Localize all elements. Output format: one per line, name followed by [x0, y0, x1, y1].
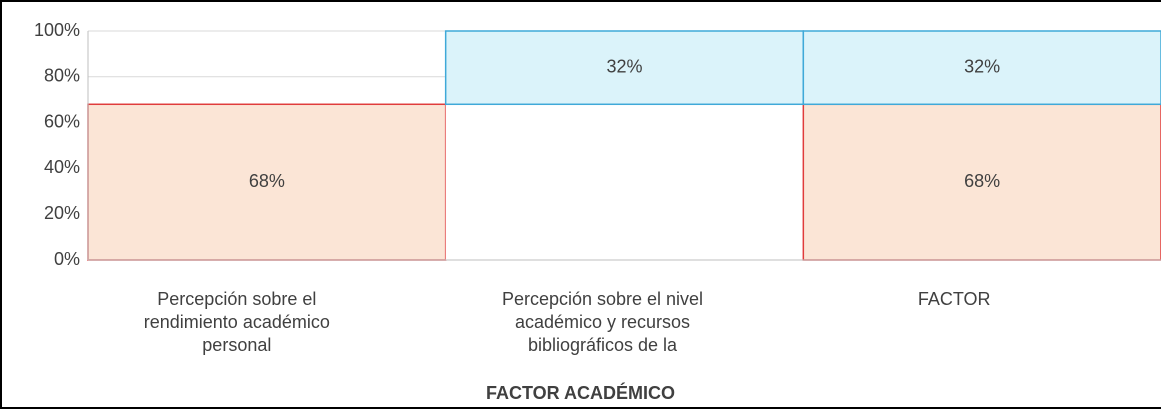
bar-segment [802, 103, 1161, 261]
y-tick-label: 20% [44, 203, 80, 223]
bar-segment [802, 30, 1161, 106]
x-tick-label: Percepción sobre el rendimiento académic… [143, 289, 330, 355]
bar-segment [87, 103, 447, 261]
x-axis-title: FACTOR ACADÉMICO [486, 383, 675, 403]
x-tick-label: Percepción sobre el nivel académico y re… [501, 289, 704, 355]
y-tick-label: 40% [44, 157, 80, 177]
bar-segment [445, 104, 804, 260]
data-label: 32% [964, 56, 1000, 76]
bar-segment [444, 30, 805, 106]
x-tick-label: FACTOR [917, 289, 991, 309]
data-label: 68% [964, 171, 1000, 191]
y-tick-label: 60% [44, 111, 80, 131]
y-tick-label: 0% [54, 249, 80, 269]
data-label: 32% [606, 56, 642, 76]
y-tick-label: 100% [34, 20, 80, 40]
y-tick-label: 80% [44, 66, 80, 86]
data-label: 68% [249, 171, 285, 191]
